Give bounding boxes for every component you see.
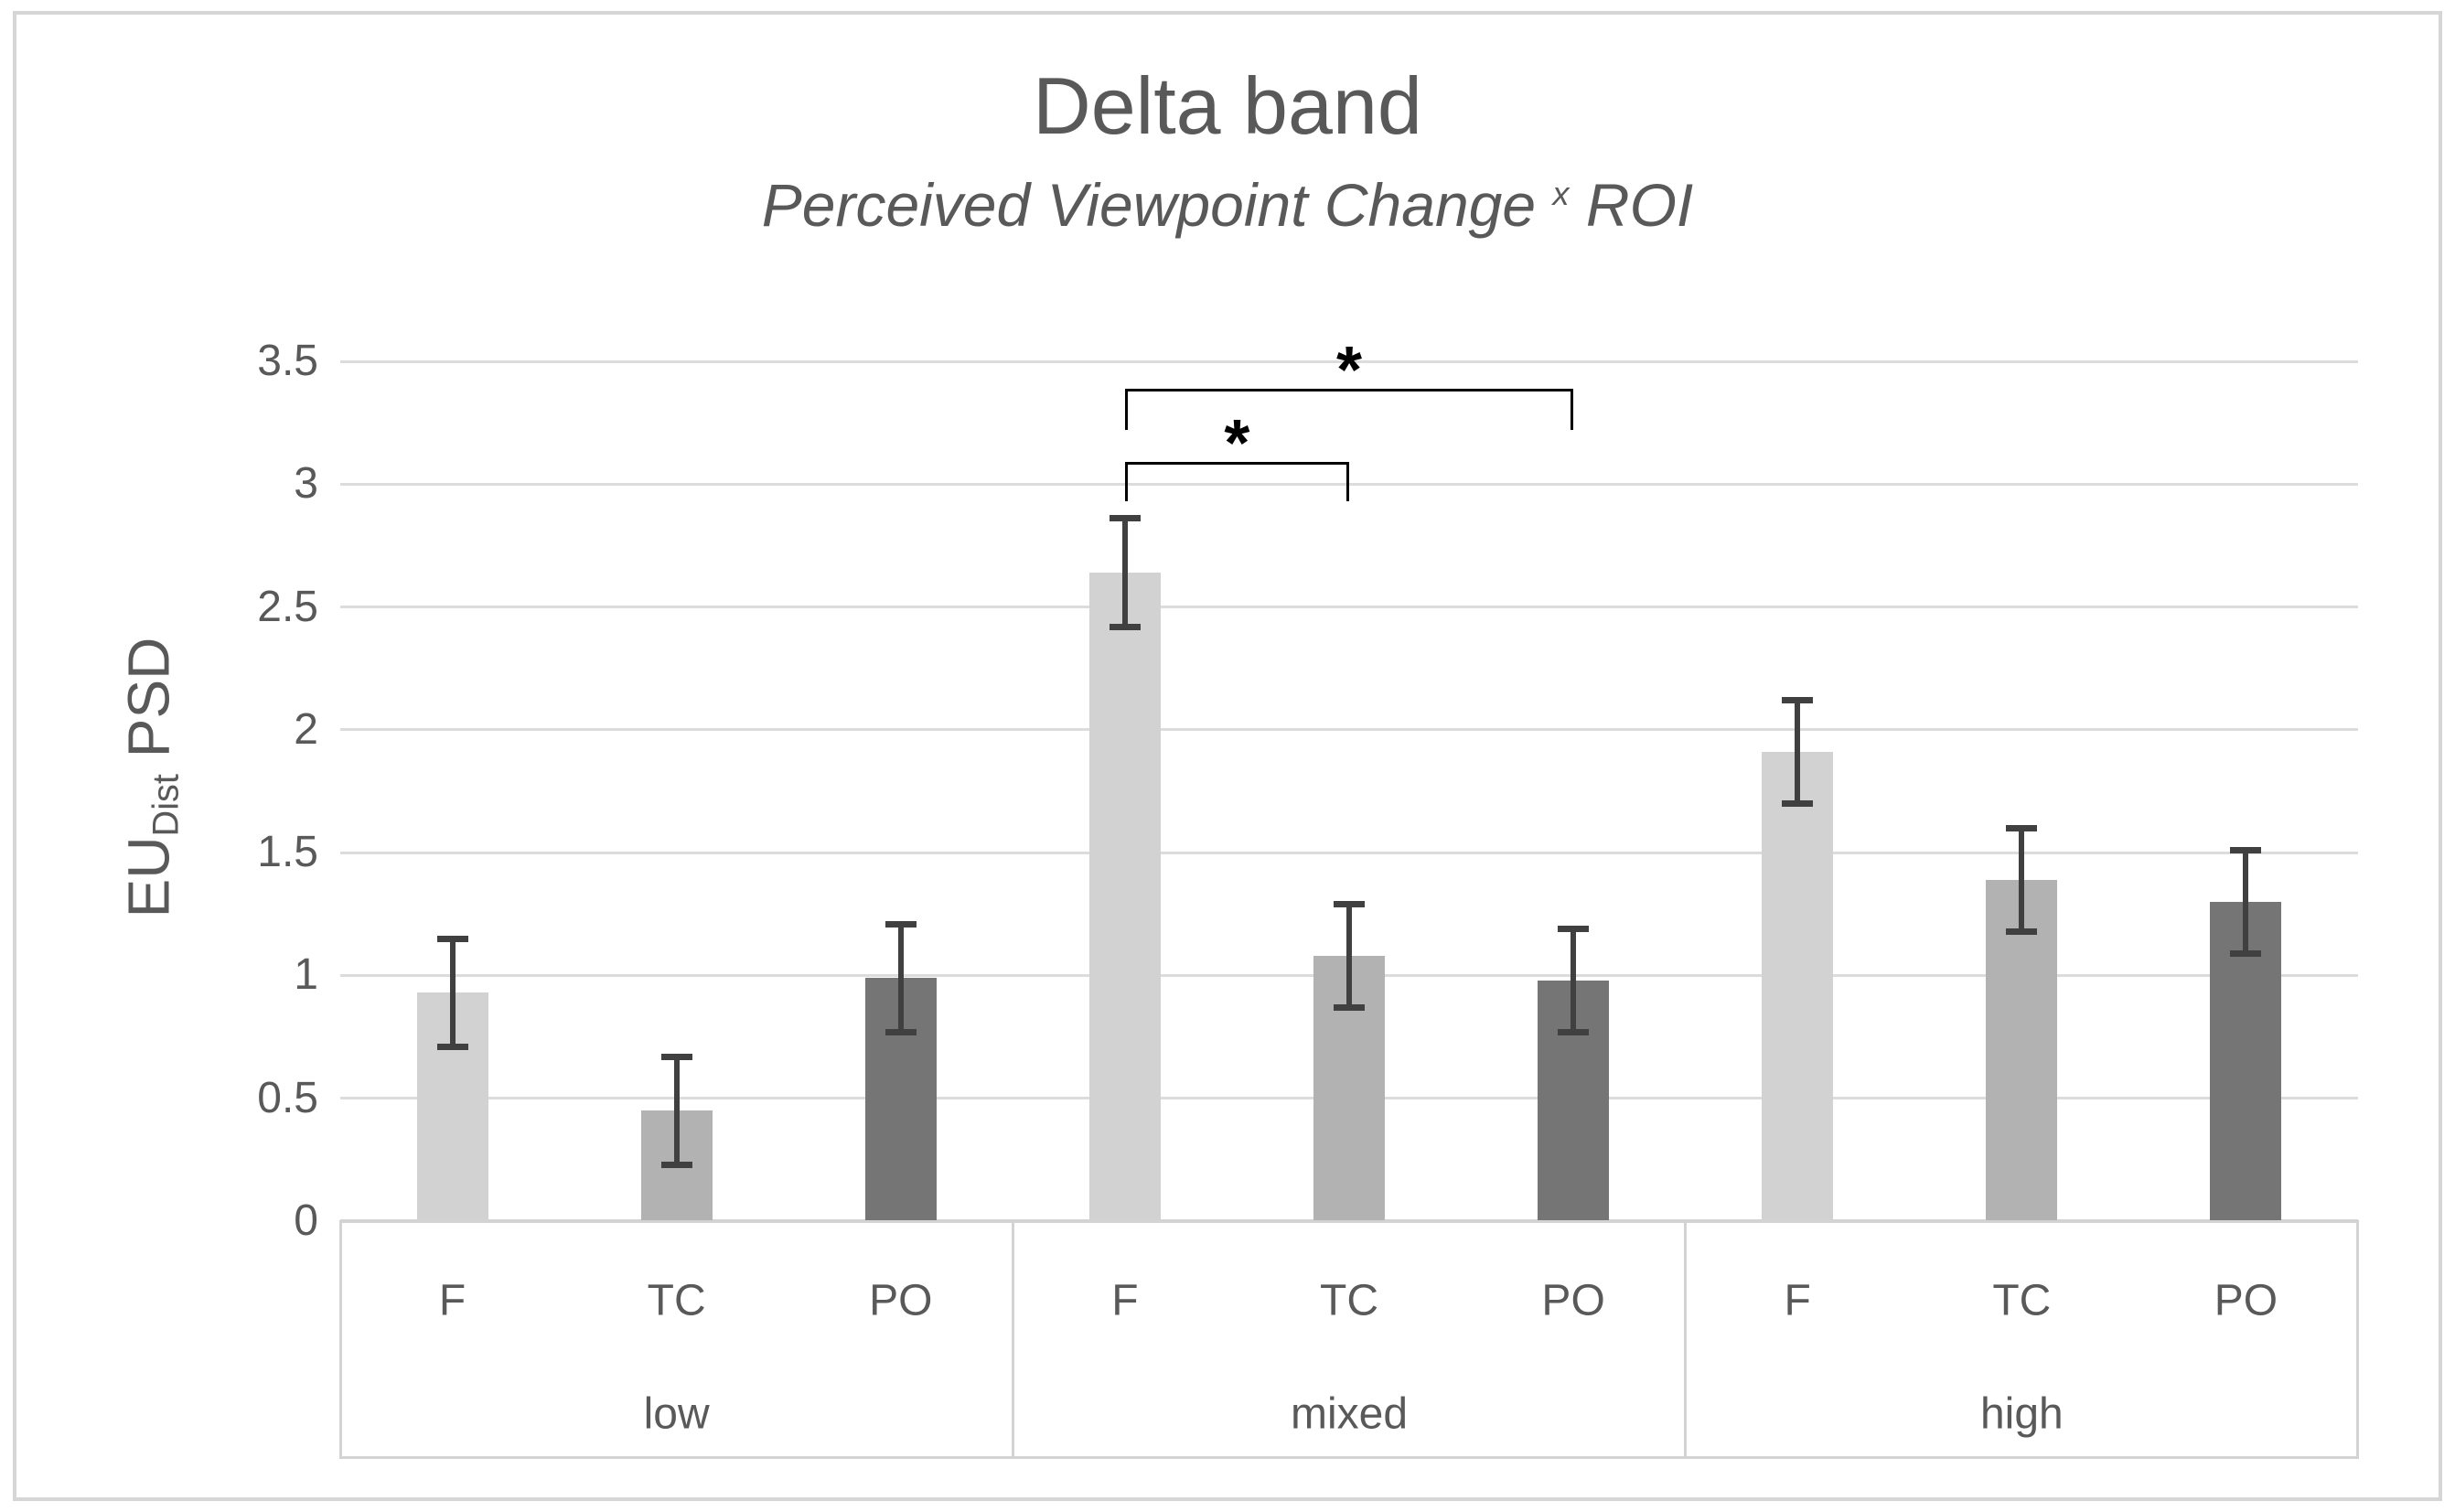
x-axis-label-low-PO: PO: [869, 1276, 933, 1325]
gridline-y-3.5: [340, 359, 2358, 363]
x-axis-label-low-TC: TC: [647, 1276, 706, 1325]
sig-bracket-1-right-tick: [1571, 388, 1574, 431]
category-divider-1: [1011, 1221, 1014, 1458]
y-tick-label-2: 2: [294, 704, 318, 754]
x-axis-label-high-F: F: [1784, 1276, 1811, 1325]
y-tick-label-3.5: 3.5: [257, 337, 318, 385]
sig-bracket-0: [1124, 462, 1349, 466]
error-bar-cap-bottom-mixed-TC: [1334, 1003, 1365, 1011]
error-bar-cap-bottom-low-PO: [884, 1028, 917, 1035]
chart-subtitle-superscript: x: [1552, 175, 1570, 212]
y-axis-title: EUDistPSD: [115, 638, 188, 918]
error-bar-cap-top-low-PO: [884, 920, 917, 928]
bar-high-F: [1762, 752, 1834, 1221]
sig-asterisk-1: *: [1335, 333, 1363, 407]
y-tick-label-3: 3: [294, 459, 318, 509]
error-bar-stem-mixed-F: [1121, 518, 1128, 627]
bar-high-TC: [1986, 879, 2058, 1221]
sig-bracket-0-right-tick: [1346, 462, 1349, 502]
chart-title: Delta band: [1033, 60, 1422, 151]
error-bar-cap-bottom-high-TC: [2006, 928, 2038, 935]
sig-bracket-0-left-tick: [1124, 462, 1128, 502]
error-bar-stem-mixed-TC: [1346, 904, 1352, 1008]
error-bar-stem-low-TC: [673, 1056, 680, 1165]
y-tick-label-2.5: 2.5: [257, 582, 318, 631]
error-bar-cap-bottom-mixed-PO: [1558, 1028, 1590, 1035]
error-bar-cap-top-low-F: [436, 935, 468, 942]
sig-bracket-1: [1124, 388, 1574, 391]
y-axis-title-subscript: Dist: [145, 774, 187, 837]
error-bar-stem-mixed-PO: [1571, 928, 1577, 1033]
group-label-high: high: [1979, 1389, 2064, 1439]
x-axis-label-mixed-TC: TC: [1320, 1276, 1378, 1325]
category-divider-2: [1684, 1221, 1688, 1458]
sig-bracket-1-left-tick: [1124, 388, 1128, 431]
chart-subtitle-end: ROI: [1585, 171, 1694, 239]
gridline-y-2: [340, 728, 2358, 732]
error-bar-cap-bottom-mixed-F: [1109, 623, 1141, 630]
error-bar-cap-top-mixed-TC: [1334, 901, 1365, 908]
error-bar-cap-bottom-high-PO: [2230, 949, 2262, 957]
x-axis-label-mixed-F: F: [1111, 1276, 1139, 1325]
error-bar-cap-top-high-TC: [2006, 824, 2038, 831]
error-bar-stem-low-PO: [897, 924, 904, 1033]
gridline-y-2.5: [340, 606, 2358, 609]
chart-frame-border: [13, 11, 2442, 1501]
y-tick-label-0: 0: [294, 1196, 318, 1245]
error-bar-cap-bottom-low-TC: [660, 1161, 692, 1168]
error-bar-cap-bottom-low-F: [436, 1043, 468, 1050]
y-tick-label-1.5: 1.5: [257, 828, 318, 877]
error-bar-stem-high-F: [1795, 700, 1801, 804]
error-bar-cap-top-mixed-PO: [1558, 925, 1590, 932]
error-bar-cap-bottom-high-F: [1782, 799, 1814, 807]
error-bar-cap-top-high-F: [1782, 697, 1814, 704]
x-axis-label-high-PO: PO: [2214, 1276, 2278, 1325]
sig-asterisk-0: *: [1224, 407, 1250, 481]
error-bar-stem-high-PO: [2243, 850, 2249, 954]
error-bar-cap-top-low-TC: [660, 1053, 692, 1060]
gridline-y-1.5: [340, 851, 2358, 854]
chart-subtitle-text: Perceived Viewpoint Change: [761, 171, 1537, 239]
error-bar-stem-low-F: [449, 938, 456, 1047]
bar-mixed-F: [1088, 572, 1161, 1221]
error-bar-cap-top-mixed-F: [1109, 515, 1141, 522]
chart-subtitle: Perceived Viewpoint Change x ROI: [0, 172, 2455, 239]
y-tick-label-1: 1: [294, 950, 318, 1000]
category-axis-table: [339, 1220, 2359, 1459]
group-label-mixed: mixed: [1290, 1389, 1409, 1439]
x-axis-label-mixed-PO: PO: [1541, 1276, 1605, 1325]
y-tick-label-0.5: 0.5: [257, 1073, 318, 1122]
x-axis-label-high-TC: TC: [1992, 1276, 2052, 1325]
gridline-y-3: [340, 482, 2358, 486]
group-label-low: low: [643, 1389, 710, 1439]
x-axis-label-low-F: F: [438, 1276, 466, 1325]
error-bar-cap-top-high-PO: [2230, 846, 2262, 853]
error-bar-stem-high-TC: [2019, 828, 2025, 932]
